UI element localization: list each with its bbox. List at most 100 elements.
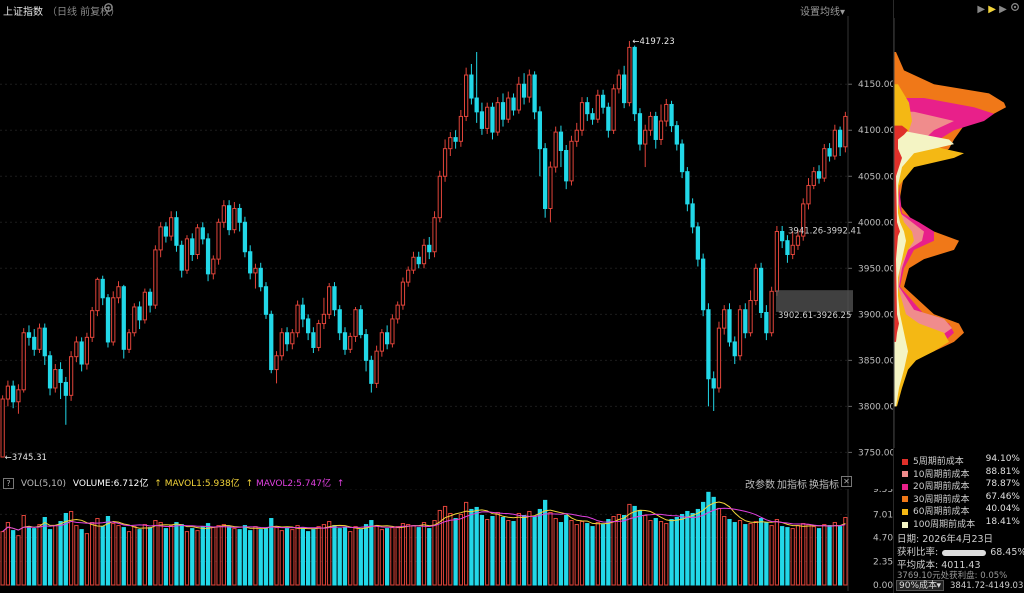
candle [216,218,221,265]
close-icon[interactable]: ✕ [841,476,852,487]
mavol2-value: MAVOL2:5.747亿 [255,479,331,489]
candle-body [843,115,848,148]
edit-params-button[interactable]: 改参数 [745,480,775,491]
profit-at-price: 3769.10元处获利盘: 0.05% [897,571,1008,581]
volume-bar [479,514,485,586]
candle-body [174,217,179,246]
candle-body [437,175,442,219]
candle-body [337,309,342,334]
volume-bar [716,507,722,586]
candle-body [79,341,84,365]
volume-bar [832,522,837,586]
candle-body [774,230,780,292]
candle [527,69,532,103]
volume-bar [595,522,600,586]
volume-bar [169,525,174,586]
candle [664,98,669,127]
profit-ratio-label: 获利比率: [897,547,939,558]
candle [506,91,511,123]
candle-body [374,350,379,384]
chip-layer [894,125,908,342]
volume-bar [690,512,695,586]
volume-bar [395,526,400,586]
volume-bar [532,516,537,586]
candle-body [600,94,606,108]
candle [616,69,622,94]
candle-body [353,309,358,337]
candle [32,329,37,356]
candle-body [32,336,37,350]
chevron-down-icon: ▾ [936,581,941,591]
legend-swatch [902,471,908,478]
flag-icon[interactable]: ▶ [977,4,986,15]
candle-body [53,369,58,389]
volume-bar [284,528,290,586]
volume-bar [679,513,685,586]
candle [142,288,147,324]
candle [116,281,121,304]
candle-body [47,355,53,389]
candle [184,235,190,274]
flag-icon[interactable]: ▶ [999,4,1007,15]
legend-label: 60周期前成本 [913,507,970,518]
candle [411,251,416,274]
volume-bar [300,527,305,586]
cost-percent-select[interactable]: 90%成本 ▾ [896,580,944,591]
close-icon-glyph: ✕ [841,476,852,487]
volume-bar [500,517,506,586]
candle-body [511,97,516,111]
candle [516,76,521,114]
volume-bar [58,521,63,586]
candle [358,305,363,339]
candle-body [674,125,679,145]
ma-settings-link[interactable]: 设置均线▾ [800,3,845,18]
volume-bar [63,512,68,586]
add-indicator-button[interactable]: 加指标 [777,480,807,491]
candle [37,323,42,353]
volume-bar [548,511,553,586]
help-icon[interactable]: ? [3,478,14,489]
candle [832,124,837,160]
candle-body [137,306,142,321]
candle [716,321,722,393]
legend-percent: 88.81% [985,466,1020,477]
legend-label: 20周期前成本 [913,482,970,493]
kline-chart-panel[interactable]: 上证指数 （日线 前复权） 设置均线▾ 4150.00 4100.00 4050.0… [0,0,893,593]
volume-bar [427,528,432,586]
volume-bar [121,527,126,586]
volume-bar [585,523,590,586]
volume-bar [190,528,195,586]
candle [311,327,316,353]
arrow-up-icon: ↑ [154,479,162,489]
candle-body [727,309,732,343]
candle-body [769,290,774,334]
candle-body [153,249,158,306]
candlestick-chart[interactable]: 4150.00 4100.00 4050.00 4000.00 3950.00 3900.… [0,16,893,486]
candle [453,130,458,149]
volume-bar [843,517,848,586]
volume-bar [263,528,269,586]
switch-indicator-button[interactable]: 换指标 [809,480,839,491]
flag-active-icon[interactable]: ▶ [988,4,996,15]
volume-bar [327,521,332,586]
candle-body [327,286,332,315]
chip-legend-item: 60周期前成本 40.04% [902,504,1020,517]
chip-legend-item: 5周期前成本 94.10% [902,454,1020,467]
volume-bar [795,525,801,586]
candle-body [558,131,564,151]
volume-bar [727,519,732,586]
volume-bar [137,529,142,586]
candle [58,362,63,400]
candle-body [390,318,395,345]
volume-bar [769,525,774,586]
gear-icon[interactable] [1010,3,1020,15]
candle-body [785,240,790,256]
legend-label: 5周期前成本 [913,457,964,467]
volume-bar [490,516,495,586]
candle [722,305,727,335]
candle [284,327,290,352]
settings-gear-icon[interactable] [103,2,114,16]
volume-chart[interactable]: 9.53 7.01 4.70 2.35 0.00 [0,489,893,591]
chip-distribution-panel[interactable]: ▶ ▶ ▶ 5周期前成本 94.10% 10周期前成本 88.81% 20周期前成本 78… [893,0,1024,593]
candle [843,111,848,153]
